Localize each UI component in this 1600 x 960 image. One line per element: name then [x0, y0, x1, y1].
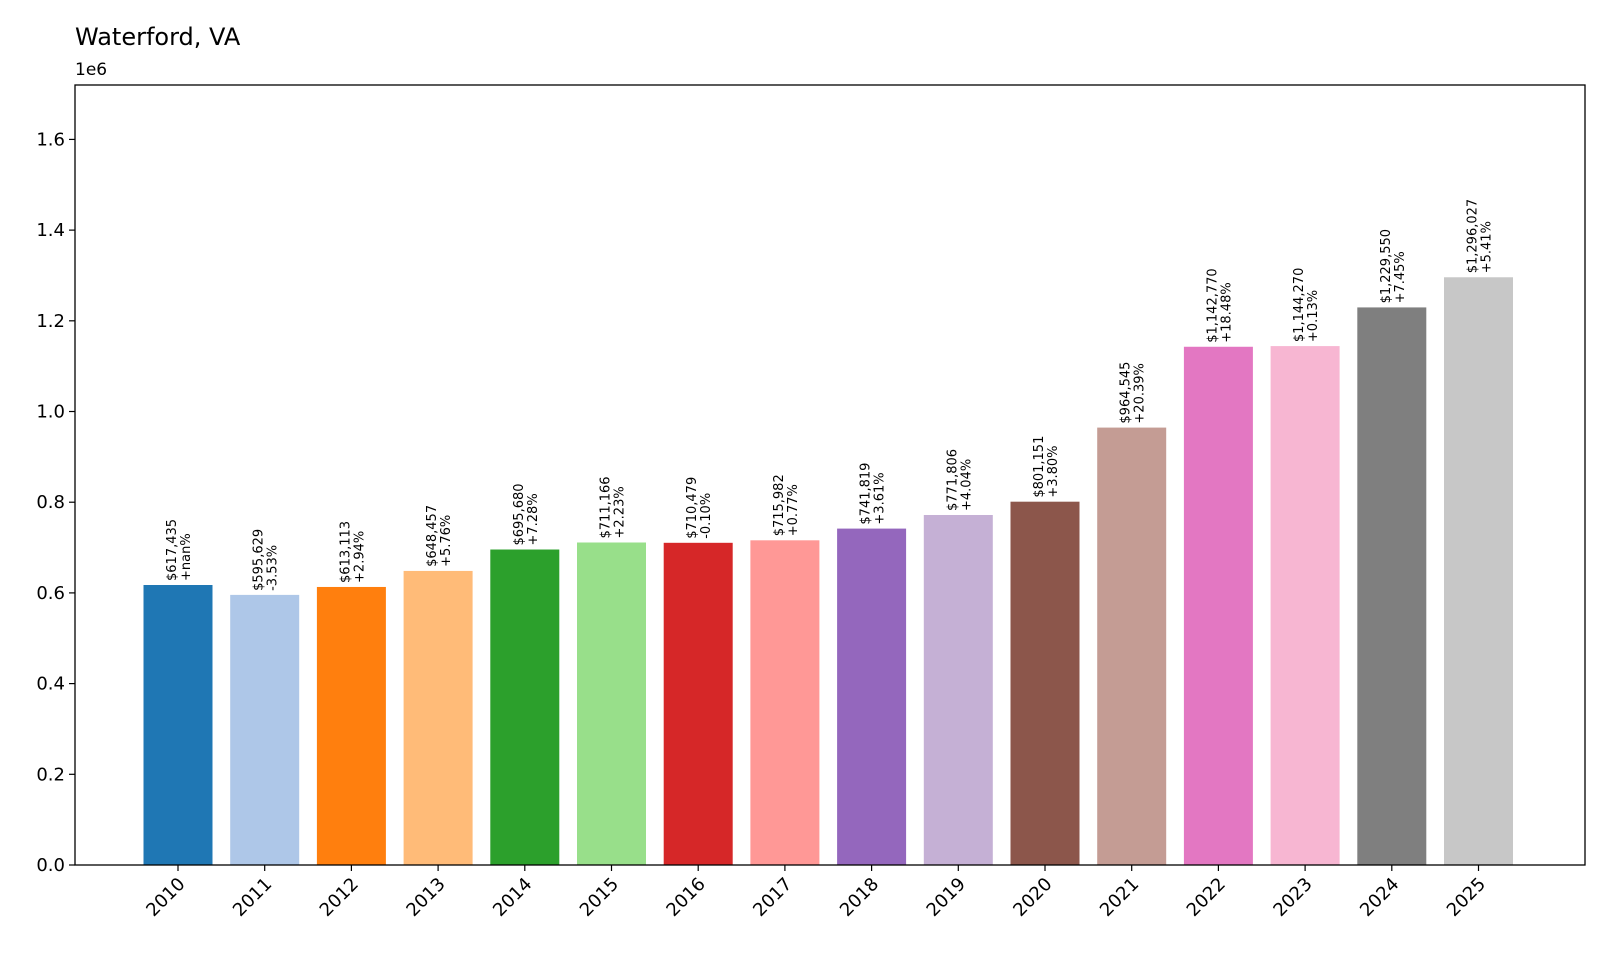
x-axis: 2010 2011 2012 2013 2014 2015 2016 2017 2018 2019…	[142, 865, 1490, 921]
bar-value-label: $595,629	[252, 529, 267, 591]
bar-label-2011: $595,629 -3.53%	[252, 529, 281, 591]
bar-change-label: +5.76%	[439, 515, 454, 567]
y-tick-label: 0.8	[36, 492, 65, 513]
bar-2016	[663, 542, 733, 865]
bar-2013	[403, 570, 473, 865]
bar-2015	[577, 542, 646, 865]
x-tick-label: 2015	[576, 874, 623, 921]
y-axis: 0.0 0.2 0.4 0.6 0.8 1.0 1.2 1.4 1.6	[36, 129, 75, 876]
bar-value-label: $648,457	[425, 505, 440, 567]
chart-title: Waterford, VA	[75, 23, 241, 51]
bar-change-label: +5.41%	[1480, 221, 1495, 273]
bar-2010	[143, 585, 213, 865]
bar-2014	[490, 549, 560, 865]
bar-change-label: +3.80%	[1046, 445, 1061, 497]
x-tick-label: 2017	[749, 874, 796, 921]
bar-change-label: -3.53%	[266, 545, 281, 591]
y-tick-label: 0.6	[36, 583, 65, 604]
bar-value-label: $1,144,270	[1292, 268, 1307, 342]
bar-value-label: $613,113	[338, 521, 353, 583]
bar-value-label: $1,229,550	[1379, 229, 1394, 303]
bar-label-2016: $710,479 -0.10%	[685, 477, 714, 539]
bar-value-label: $771,806	[945, 449, 960, 511]
x-tick-label: 2012	[316, 874, 363, 921]
bar-value-label: $964,545	[1119, 362, 1134, 424]
bar-value-label: $1,296,027	[1466, 199, 1481, 273]
bar-change-label: +20.39%	[1133, 363, 1148, 423]
x-tick-label: 2013	[402, 874, 449, 921]
x-tick-label: 2014	[489, 874, 536, 921]
bar-label-2023: $1,144,270 +0.13%	[1292, 268, 1321, 342]
bar-change-label: +2.94%	[352, 531, 367, 583]
y-tick-label: 0.4	[36, 674, 65, 695]
y-tick-label: 0.0	[36, 855, 65, 876]
y-axis-offset-label: 1e6	[75, 60, 107, 80]
bar-value-label: $711,166	[599, 476, 614, 538]
bar-change-label: +2.23%	[613, 486, 628, 538]
bar-label-2015: $711,166 +2.23%	[599, 476, 628, 538]
bar-value-label: $710,479	[685, 477, 700, 539]
bar-label-2025: $1,296,027 +5.41%	[1466, 199, 1495, 273]
bar-2025	[1444, 277, 1513, 865]
bar-change-label: +7.28%	[526, 493, 541, 545]
bar-2012	[316, 586, 386, 865]
x-tick-label: 2018	[836, 874, 883, 921]
bar-2011	[230, 594, 300, 865]
bar-label-2022: $1,142,770 +18.48%	[1205, 268, 1234, 342]
bar-change-label: +0.77%	[786, 484, 801, 536]
bar-labels-group: $617,435 +nan% $595,629 -3.53% $613,113 +2.94…	[165, 199, 1495, 591]
x-tick-label: 2020	[1009, 874, 1056, 921]
x-tick-label: 2023	[1269, 874, 1316, 921]
bar-2024	[1357, 307, 1427, 866]
y-tick-label: 1.6	[36, 129, 65, 150]
y-tick-label: 0.2	[36, 764, 65, 785]
bar-value-label: $695,680	[512, 483, 527, 545]
x-tick-label: 2021	[1096, 874, 1143, 921]
y-tick-label: 1.2	[36, 311, 65, 332]
bar-2017	[750, 540, 820, 865]
x-tick-label: 2019	[923, 874, 970, 921]
x-tick-label: 2010	[142, 874, 189, 921]
bar-label-2010: $617,435 +nan%	[165, 519, 194, 581]
bar-value-label: $1,142,770	[1205, 268, 1220, 342]
plot-frame	[74, 84, 1586, 866]
bar-value-label: $715,982	[772, 474, 787, 536]
bar-2021	[1097, 427, 1167, 865]
bar-label-2013: $648,457 +5.76%	[425, 505, 454, 567]
bar-2018	[837, 528, 907, 865]
bar-label-2017: $715,982 +0.77%	[772, 474, 801, 536]
bar-change-label: -0.10%	[699, 493, 714, 539]
y-tick-label: 1.0	[36, 402, 65, 423]
bar-label-2018: $741,819 +3.61%	[859, 463, 888, 525]
x-tick-label: 2024	[1356, 874, 1403, 921]
x-tick-label: 2011	[229, 874, 276, 921]
bar-change-label: +4.04%	[959, 459, 974, 511]
bar-change-label: +7.45%	[1393, 251, 1408, 303]
bar-label-2019: $771,806 +4.04%	[945, 449, 974, 511]
bar-2020	[1010, 501, 1080, 865]
bar-value-label: $741,819	[859, 463, 874, 525]
bar-change-label: +nan%	[179, 533, 194, 581]
x-tick-label: 2022	[1183, 874, 1230, 921]
bar-label-2020: $801,151 +3.80%	[1032, 436, 1061, 498]
bar-label-2021: $964,545 +20.39%	[1119, 362, 1148, 424]
bar-change-label: +3.61%	[873, 472, 888, 524]
bar-2023	[1270, 346, 1340, 865]
bar-2022	[1183, 346, 1253, 865]
x-tick-label: 2016	[662, 874, 709, 921]
bar-label-2024: $1,229,550 +7.45%	[1379, 229, 1408, 303]
x-tick-label: 2025	[1443, 874, 1490, 921]
bars-group	[143, 277, 1513, 866]
bar-change-label: +0.13%	[1306, 290, 1321, 342]
bar-label-2014: $695,680 +7.28%	[512, 483, 541, 545]
bar-value-label: $801,151	[1032, 436, 1047, 498]
bar-value-label: $617,435	[165, 519, 180, 581]
bar-2019	[923, 514, 993, 865]
bar-change-label: +18.48%	[1219, 282, 1234, 342]
bar-label-2012: $613,113 +2.94%	[338, 521, 367, 583]
y-tick-label: 1.4	[36, 220, 65, 241]
